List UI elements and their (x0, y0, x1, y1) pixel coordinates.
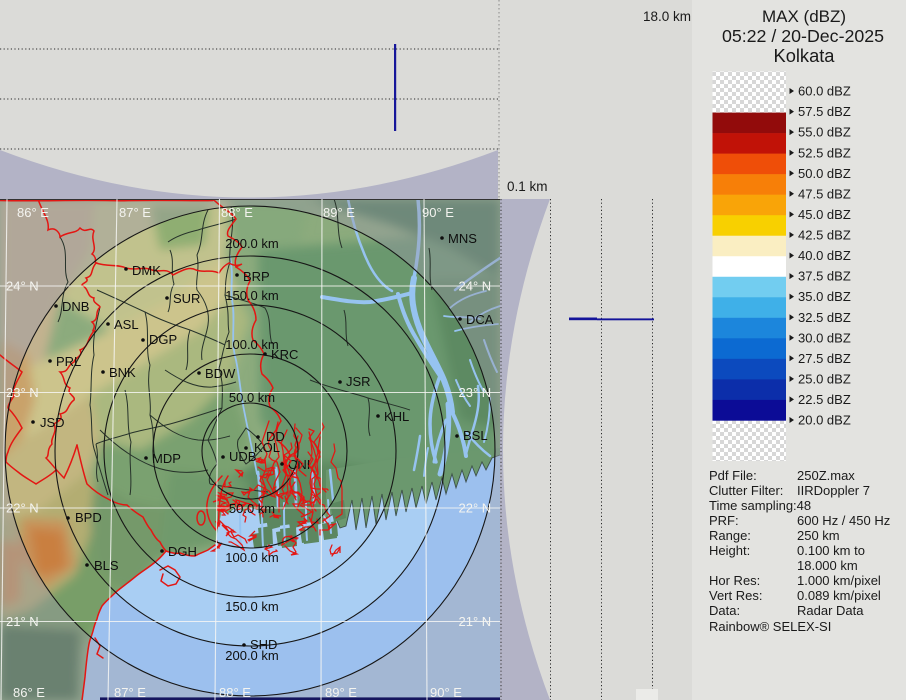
svg-text:Pdf File:: Pdf File: (709, 468, 757, 483)
svg-text:89° E: 89° E (323, 205, 355, 220)
svg-text:0.089 km/pixel: 0.089 km/pixel (797, 588, 881, 603)
svg-text:DGP: DGP (149, 332, 177, 347)
svg-text:150.0 km: 150.0 km (225, 288, 278, 303)
svg-text:47.5 dBZ: 47.5 dBZ (798, 186, 851, 201)
svg-text:87° E: 87° E (114, 685, 146, 700)
svg-text:21° N: 21° N (459, 614, 492, 629)
svg-text:SUR: SUR (173, 291, 200, 306)
svg-text:JSD: JSD (40, 415, 65, 430)
svg-text:86° E: 86° E (13, 685, 45, 700)
svg-text:57.5 dBZ: 57.5 dBZ (798, 104, 851, 119)
svg-text:KRC: KRC (271, 347, 298, 362)
svg-text:88° E: 88° E (221, 205, 253, 220)
svg-text:50.0 dBZ: 50.0 dBZ (798, 166, 851, 181)
svg-text:18.000 km: 18.000 km (797, 558, 858, 573)
svg-text:Range:: Range: (709, 528, 751, 543)
svg-text:60.0 dBZ: 60.0 dBZ (798, 84, 851, 99)
svg-text:0.100 km to: 0.100 km to (797, 543, 865, 558)
svg-text:Hor Res:: Hor Res: (709, 573, 760, 588)
svg-text:PRF:: PRF: (709, 513, 739, 528)
svg-text:37.5 dBZ: 37.5 dBZ (798, 269, 851, 284)
svg-text:22.5 dBZ: 22.5 dBZ (798, 392, 851, 407)
svg-text:Clutter Filter:: Clutter Filter: (709, 483, 783, 498)
svg-text:35.0 dBZ: 35.0 dBZ (798, 289, 851, 304)
svg-text:52.5 dBZ: 52.5 dBZ (798, 145, 851, 160)
svg-text:50.0 km: 50.0 km (229, 501, 275, 516)
svg-text:BLS: BLS (94, 558, 119, 573)
svg-text:25.0 dBZ: 25.0 dBZ (798, 372, 851, 387)
svg-text:150.0 km: 150.0 km (225, 599, 278, 614)
svg-text:27.5 dBZ: 27.5 dBZ (798, 351, 851, 366)
svg-text:40.0 dBZ: 40.0 dBZ (798, 248, 851, 263)
svg-text:MDP: MDP (152, 451, 181, 466)
svg-text:Vert Res:: Vert Res: (709, 588, 762, 603)
svg-text:Data:: Data: (709, 603, 740, 618)
svg-text:89° E: 89° E (325, 685, 357, 700)
svg-text:Time sampling:48: Time sampling:48 (709, 498, 811, 513)
svg-text:DCA: DCA (466, 312, 494, 327)
svg-text:24° N: 24° N (459, 279, 492, 294)
svg-text:200.0 km: 200.0 km (225, 648, 278, 663)
svg-text:22° N: 22° N (459, 501, 492, 516)
svg-text:600 Hz / 450 Hz: 600 Hz / 450 Hz (797, 513, 890, 528)
svg-text:90° E: 90° E (422, 205, 454, 220)
svg-text:90° E: 90° E (430, 685, 462, 700)
svg-text:PRL: PRL (56, 354, 81, 369)
svg-text:Radar Data: Radar Data (797, 603, 864, 618)
svg-text:SHD: SHD (250, 637, 277, 652)
svg-text:DGH: DGH (168, 544, 197, 559)
svg-text:BRP: BRP (243, 269, 270, 284)
svg-text:100.0 km: 100.0 km (225, 550, 278, 565)
svg-text:50.0 km: 50.0 km (229, 390, 275, 405)
svg-text:UDB: UDB (229, 449, 256, 464)
svg-text:86° E: 86° E (17, 205, 49, 220)
svg-text:ASL: ASL (114, 317, 139, 332)
svg-text:42.5 dBZ: 42.5 dBZ (798, 228, 851, 243)
svg-text:23° N: 23° N (6, 385, 39, 400)
svg-text:100.0 km: 100.0 km (225, 337, 278, 352)
svg-text:Height:: Height: (709, 543, 750, 558)
svg-text:05:22 / 20-Dec-2025: 05:22 / 20-Dec-2025 (722, 26, 884, 46)
svg-text:BPD: BPD (75, 510, 102, 525)
svg-text:18.0 km: 18.0 km (643, 9, 691, 24)
svg-text:0.1 km: 0.1 km (507, 179, 548, 194)
svg-text:IIRDoppler 7: IIRDoppler 7 (797, 483, 870, 498)
svg-text:30.0 dBZ: 30.0 dBZ (798, 330, 851, 345)
svg-text:20.0 dBZ: 20.0 dBZ (798, 413, 851, 428)
svg-text:200.0 km: 200.0 km (225, 236, 278, 251)
svg-text:CNI: CNI (288, 457, 310, 472)
svg-text:BSL: BSL (463, 428, 488, 443)
svg-text:BNK: BNK (109, 365, 136, 380)
svg-text:88° E: 88° E (219, 685, 251, 700)
svg-text:32.5 dBZ: 32.5 dBZ (798, 310, 851, 325)
svg-text:250Z.max: 250Z.max (797, 468, 855, 483)
svg-text:87° E: 87° E (119, 205, 151, 220)
svg-text:KOL: KOL (254, 440, 280, 455)
svg-text:MAX (dBZ): MAX (dBZ) (762, 7, 846, 26)
svg-text:Kolkata: Kolkata (774, 45, 836, 66)
svg-text:DNB: DNB (62, 299, 89, 314)
svg-text:1.000 km/pixel: 1.000 km/pixel (797, 573, 881, 588)
svg-text:Rainbow® SELEX-SI: Rainbow® SELEX-SI (709, 619, 831, 634)
svg-text:45.0 dBZ: 45.0 dBZ (798, 207, 851, 222)
svg-text:23° N: 23° N (459, 385, 492, 400)
svg-text:KHL: KHL (384, 409, 409, 424)
svg-text:250 km: 250 km (797, 528, 840, 543)
svg-text:DMK: DMK (132, 263, 161, 278)
svg-text:24° N: 24° N (6, 279, 39, 294)
svg-text:MNS: MNS (448, 231, 477, 246)
svg-text:21° N: 21° N (6, 614, 39, 629)
svg-text:55.0 dBZ: 55.0 dBZ (798, 125, 851, 140)
svg-text:JSR: JSR (346, 374, 371, 389)
svg-text:DD: DD (266, 429, 285, 444)
svg-text:22° N: 22° N (6, 501, 39, 516)
svg-text:BDW: BDW (205, 366, 236, 381)
